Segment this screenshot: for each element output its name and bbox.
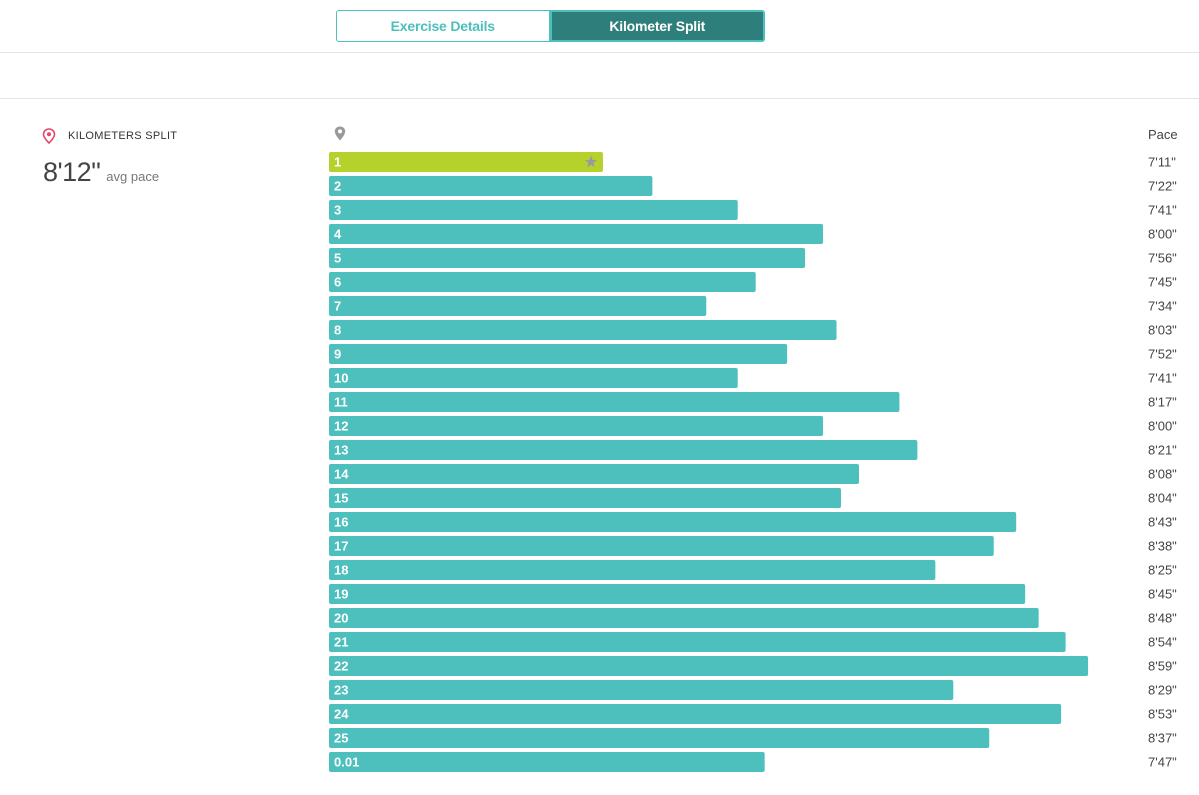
tab-exercise-details[interactable]: Exercise Details	[336, 10, 550, 42]
pace-column-header: Pace	[1148, 127, 1178, 142]
split-pace-label: 7'41"	[1148, 371, 1177, 386]
avg-pace-label: avg pace	[106, 169, 160, 184]
split-bar[interactable]	[329, 560, 936, 580]
split-pace-label: 8'53"	[1148, 707, 1177, 722]
split-bar-label: 20	[334, 611, 348, 626]
split-pace-label: 8'48"	[1148, 611, 1177, 626]
split-pace-label: 8'21"	[1148, 443, 1177, 458]
split-bar-label: 22	[334, 659, 348, 674]
split-pace-label: 7'52"	[1148, 347, 1177, 362]
split-pace-label: 7'34"	[1148, 299, 1177, 314]
divider	[0, 98, 1199, 99]
split-pace-label: 8'29"	[1148, 683, 1177, 698]
split-bar[interactable]	[329, 344, 788, 364]
split-bar[interactable]	[329, 512, 1017, 532]
split-pace-label: 8'03"	[1148, 323, 1177, 338]
split-pace-label: 7'11"	[1148, 155, 1176, 170]
location-pin-icon	[334, 126, 346, 141]
split-pace-label: 8'45"	[1148, 587, 1177, 602]
divider	[0, 52, 1199, 53]
split-pace-label: 8'17"	[1148, 395, 1177, 410]
split-bar[interactable]	[329, 536, 994, 556]
split-title: KILOMETERS SPLIT	[68, 130, 178, 142]
split-bar-label: 4	[334, 227, 342, 242]
split-bar-label: 8	[334, 323, 341, 338]
split-pace-label: 8'37"	[1148, 731, 1177, 746]
split-bar[interactable]	[329, 200, 738, 220]
split-pace-label: 7'22"	[1148, 179, 1177, 194]
split-pace-label: 8'59"	[1148, 659, 1177, 674]
split-bar-label: 21	[334, 635, 348, 650]
split-pace-label: 7'41"	[1148, 203, 1177, 218]
split-bar[interactable]	[329, 368, 738, 388]
split-bar[interactable]	[329, 680, 954, 700]
split-pace-label: 8'38"	[1148, 539, 1177, 554]
split-bar[interactable]	[329, 176, 653, 196]
split-bar[interactable]	[329, 488, 842, 508]
split-pace-label: 8'00"	[1148, 419, 1177, 434]
split-pace-label: 8'00"	[1148, 227, 1177, 242]
split-bar-fastest[interactable]	[329, 152, 603, 172]
split-bar[interactable]	[329, 440, 918, 460]
split-pace-label: 8'54"	[1148, 635, 1177, 650]
split-bar-label: 25	[334, 731, 348, 746]
split-bar[interactable]	[329, 320, 837, 340]
split-bar-label: 5	[334, 251, 341, 266]
split-bar-label: 1	[334, 155, 341, 170]
split-bar-label: 24	[334, 707, 349, 722]
split-bar-label: 15	[334, 491, 348, 506]
split-bar-label: 7	[334, 299, 341, 314]
split-pace-label: 8'04"	[1148, 491, 1177, 506]
split-bar[interactable]	[329, 392, 900, 412]
split-bar[interactable]	[329, 248, 806, 268]
split-bar[interactable]	[329, 224, 824, 244]
split-bar-label: 17	[334, 539, 348, 554]
split-bar-label: 2	[334, 179, 341, 194]
split-bar-label: 12	[334, 419, 348, 434]
split-pace-label: 7'47"	[1148, 755, 1177, 770]
split-bar[interactable]	[329, 416, 824, 436]
star-icon	[584, 155, 598, 168]
split-bar[interactable]	[329, 728, 990, 748]
split-bar-label: 6	[334, 275, 341, 290]
split-bar[interactable]	[329, 272, 756, 292]
split-bar-label: 10	[334, 371, 348, 386]
split-bar[interactable]	[329, 584, 1026, 604]
split-bar-label: 18	[334, 563, 348, 578]
split-bar[interactable]	[329, 464, 859, 484]
avg-pace-value: 8'12"	[43, 157, 101, 187]
avg-pace: 8'12" avg pace	[43, 157, 159, 188]
split-bar-label: 16	[334, 515, 348, 530]
split-pace-label: 8'25"	[1148, 563, 1177, 578]
split-pace-label: 8'43"	[1148, 515, 1177, 530]
split-bar-label: 13	[334, 443, 348, 458]
split-bar[interactable]	[329, 752, 765, 772]
split-bar[interactable]	[329, 656, 1089, 676]
split-bar[interactable]	[329, 296, 707, 316]
view-tabs: Exercise Details Kilometer Split	[336, 10, 765, 42]
split-bar[interactable]	[329, 632, 1066, 652]
split-bar-label: 23	[334, 683, 348, 698]
split-bar-label: 0.01	[334, 755, 359, 770]
tab-kilometer-split[interactable]: Kilometer Split	[549, 10, 765, 42]
split-pace-label: 7'45"	[1148, 275, 1177, 290]
split-bar-label: 3	[334, 203, 341, 218]
split-bar[interactable]	[329, 704, 1062, 724]
split-pace-label: 8'08"	[1148, 467, 1177, 482]
split-bar-label: 19	[334, 587, 348, 602]
split-bar[interactable]	[329, 608, 1039, 628]
split-pace-label: 7'56"	[1148, 251, 1177, 266]
split-bar-label: 9	[334, 347, 341, 362]
split-bar-label: 14	[334, 467, 349, 482]
split-header: KILOMETERS SPLIT	[42, 128, 177, 144]
location-pin-icon	[42, 128, 56, 144]
split-bar-label: 11	[334, 395, 348, 410]
